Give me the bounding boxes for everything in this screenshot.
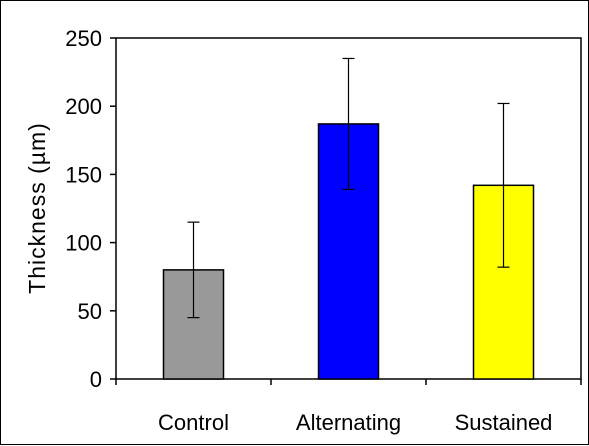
bar-alternating [317, 123, 380, 380]
x-tick-label: Control [158, 410, 229, 435]
y-tick-labels: 0 50 100 150 200 250 [65, 26, 102, 392]
x-tick-label: Sustained [455, 410, 553, 435]
y-tick-label: 200 [65, 94, 102, 119]
y-axis-ticks [110, 37, 116, 380]
y-tick-label: 250 [65, 26, 102, 51]
x-axis-ticks [115, 379, 582, 385]
y-tick-label: 50 [78, 299, 102, 324]
y-axis-label: Thickness (µm) [24, 122, 50, 294]
x-tick-label: Alternating [296, 410, 401, 435]
y-tick-label: 100 [65, 231, 102, 256]
y-tick-label: 150 [65, 162, 102, 187]
y-tick-label: 0 [90, 367, 102, 392]
x-tick-labels: Control Alternating Sustained [158, 410, 552, 435]
error-bars-group [187, 57, 510, 319]
